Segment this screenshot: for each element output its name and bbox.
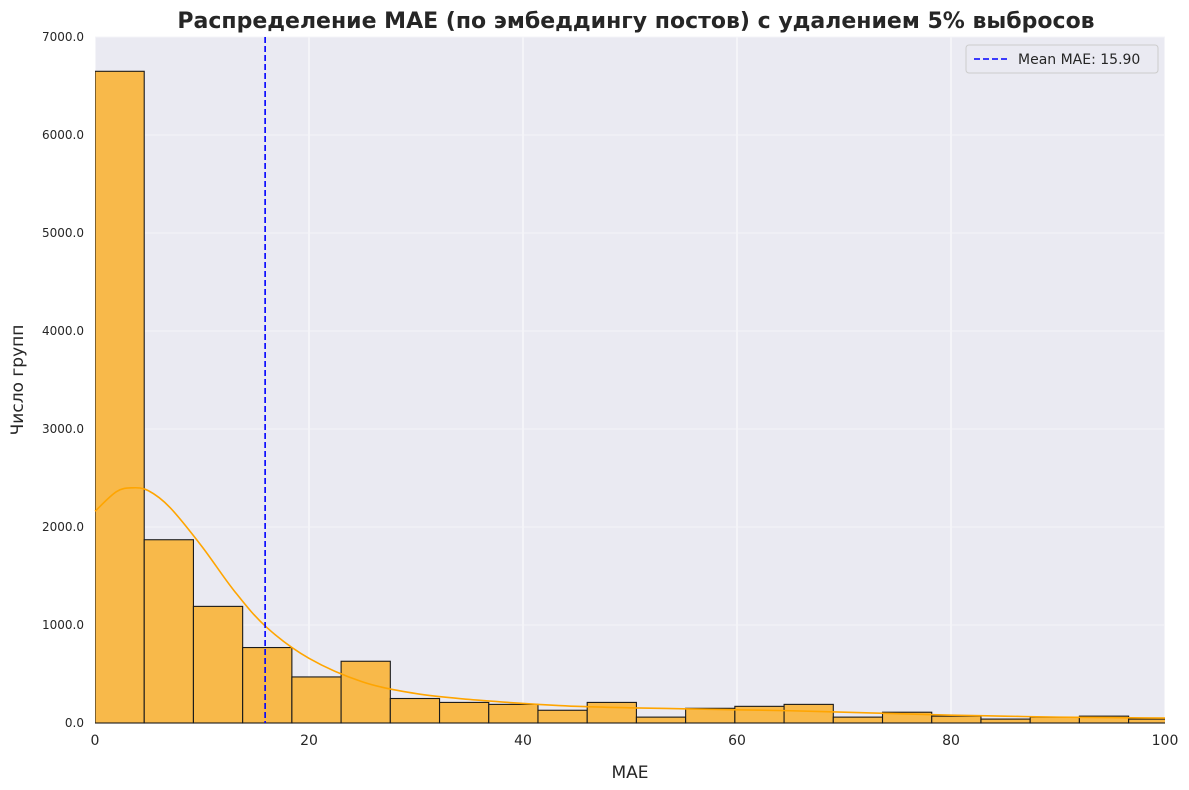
legend-box <box>965 44 1159 74</box>
histogram-bar <box>635 716 687 724</box>
y-axis-label: Число групп <box>8 325 28 436</box>
histogram-bars <box>95 70 1165 724</box>
histogram-bar <box>980 718 1031 724</box>
x-tick-label: 60 <box>728 733 746 749</box>
histogram-bar <box>783 703 834 724</box>
histogram-bar <box>389 697 441 724</box>
histogram-bar <box>488 703 539 724</box>
x-axis-label: MAE <box>611 763 648 783</box>
plot-background <box>95 37 1165 723</box>
x-tick-label: 20 <box>300 733 318 749</box>
histogram-bar <box>685 707 736 724</box>
y-tick-label: 0.0 <box>65 716 84 730</box>
histogram-bar <box>832 716 884 724</box>
y-tick-label: 1000.0 <box>42 618 84 632</box>
y-tick-label: 7000.0 <box>42 30 84 44</box>
x-tick-label: 40 <box>514 733 532 749</box>
legend-mean-label: Mean MAE: 15.90 <box>1018 52 1140 68</box>
kde-curve <box>94 486 1166 719</box>
x-tick-label: 100 <box>1152 733 1179 749</box>
y-tick-label: 6000.0 <box>42 128 84 142</box>
x-axis-ticks: 0 20 40 60 80 100 <box>91 733 1179 749</box>
legend: Mean MAE: 15.90 <box>965 44 1159 74</box>
histogram-bar <box>537 709 588 724</box>
x-tick-label: 0 <box>91 733 100 749</box>
chart-title: Распределение MAE (по эмбеддингу постов)… <box>177 9 1094 34</box>
histogram-bar <box>95 70 145 724</box>
y-tick-label: 5000.0 <box>42 226 84 240</box>
histogram-bar <box>291 676 342 724</box>
y-axis-ticks: 0.0 1000.0 2000.0 3000.0 4000.0 5000.0 6000.0 7… <box>42 30 84 730</box>
y-tick-label: 4000.0 <box>42 324 84 338</box>
grid-lines <box>94 36 1166 724</box>
histogram-bar <box>143 539 194 724</box>
histogram-bar <box>340 660 391 724</box>
histogram-bar <box>1128 718 1165 724</box>
y-tick-label: 2000.0 <box>42 520 84 534</box>
histogram-bar <box>242 646 293 724</box>
histogram-bar <box>931 715 982 724</box>
y-tick-label: 3000.0 <box>42 422 84 436</box>
histogram-bar <box>192 605 244 724</box>
histogram-bar <box>586 701 637 724</box>
histogram-bar <box>734 705 785 724</box>
histogram-bar <box>438 701 490 724</box>
x-tick-label: 80 <box>942 733 960 749</box>
